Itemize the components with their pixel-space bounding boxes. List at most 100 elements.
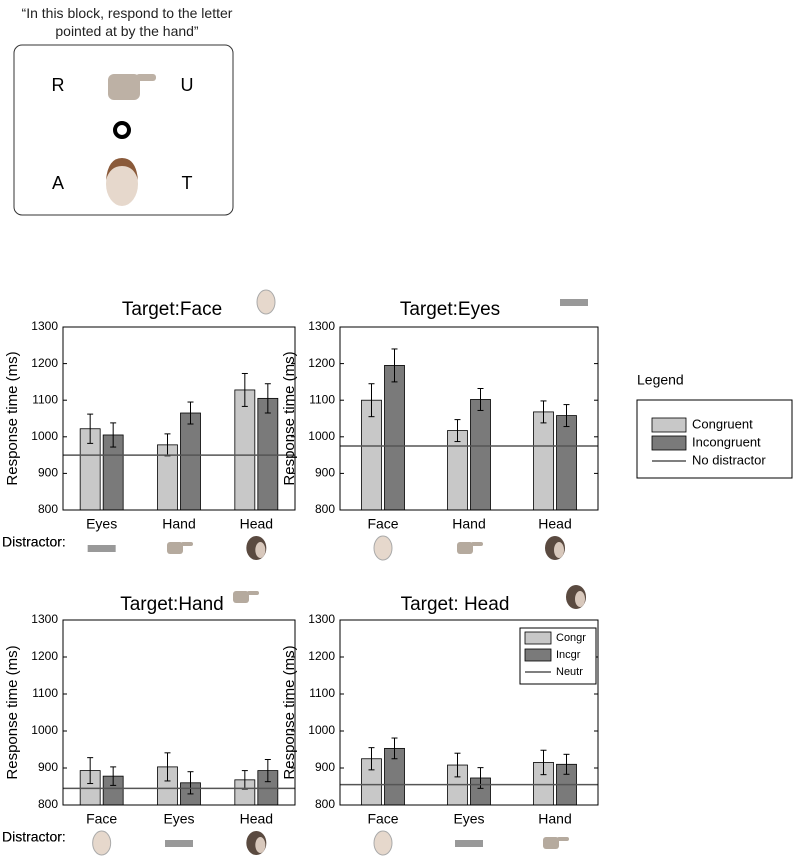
- bar: [257, 397, 279, 511]
- x-tick-label: Head: [240, 811, 273, 827]
- eyes-icon: [560, 299, 588, 306]
- instruction: “In this block, respond to the letter po…: [21, 5, 233, 39]
- icon: [566, 585, 586, 609]
- x-tick-label: Hand: [452, 516, 485, 532]
- icon: [246, 831, 267, 855]
- head-icon: [255, 837, 266, 853]
- face-icon: [92, 830, 112, 856]
- y-tick-label: 1200: [308, 356, 335, 370]
- plot-frame: [62, 619, 296, 806]
- x-axis-label: Distractor:: [2, 534, 66, 550]
- error-bar: [563, 404, 570, 428]
- error-bar: [477, 387, 484, 411]
- y-tick-label: 800: [315, 797, 335, 811]
- y-axis-label: Response time (ms): [281, 351, 298, 485]
- hand-icon: [557, 837, 569, 841]
- icon: [256, 289, 276, 315]
- icon: [165, 840, 193, 847]
- icon: [455, 840, 483, 847]
- icon: [92, 830, 112, 856]
- letter: R: [52, 75, 65, 95]
- y-tick-label: 900: [315, 760, 335, 774]
- y-tick-label: 1200: [31, 356, 58, 370]
- hand-icon: [233, 591, 249, 603]
- error-bar: [187, 401, 194, 425]
- error-bar: [391, 348, 398, 383]
- icon: [373, 535, 393, 561]
- error-bar: [264, 383, 271, 414]
- error-bar: [110, 422, 117, 448]
- head-icon: [575, 591, 585, 607]
- letter: T: [182, 173, 193, 193]
- bar: [180, 412, 201, 511]
- plot-frame: [339, 619, 599, 806]
- bar: [384, 365, 405, 511]
- face-icon: [373, 830, 393, 856]
- error-bar: [87, 413, 94, 444]
- bar: [533, 411, 554, 511]
- error-bar: [187, 771, 194, 795]
- chart-title: Target:Face: [122, 299, 222, 320]
- y-tick-label: 1100: [32, 392, 58, 406]
- error-bar: [264, 758, 271, 783]
- error-bar: [540, 749, 547, 776]
- face-icon: [256, 289, 276, 315]
- face-icon: [373, 535, 393, 561]
- legend-label: Congruent: [692, 416, 753, 431]
- y-tick-label: 900: [38, 466, 58, 480]
- y-tick-label: 1200: [308, 649, 335, 663]
- hand-icon: [471, 542, 483, 546]
- y-tick-label: 800: [38, 797, 58, 811]
- y-tick-label: 1300: [308, 612, 335, 626]
- legend-label: Congr: [556, 632, 586, 644]
- letter: U: [181, 75, 194, 95]
- y-tick-label: 800: [38, 502, 58, 516]
- y-tick-label: 1000: [308, 429, 335, 443]
- y-tick-label: 1300: [308, 319, 335, 333]
- hand-icon: [247, 591, 259, 595]
- error-bar: [368, 383, 375, 418]
- y-tick-label: 900: [315, 466, 335, 480]
- fixation: [113, 121, 131, 139]
- head-icon: [554, 542, 564, 558]
- legend-title: Legend: [637, 372, 684, 388]
- plot-frame: [339, 326, 599, 511]
- error-bar: [87, 757, 94, 785]
- y-tick-label: 1100: [309, 686, 335, 700]
- icon: [545, 536, 565, 560]
- legend-swatch: [524, 631, 552, 645]
- x-tick-label: Face: [86, 811, 117, 827]
- icon: [246, 536, 267, 560]
- icon: [373, 830, 393, 856]
- x-tick-label: Face: [367, 811, 398, 827]
- y-tick-label: 900: [38, 760, 58, 774]
- legend-label: No distractor: [692, 452, 766, 467]
- error-bar: [563, 753, 570, 775]
- y-tick-label: 1100: [32, 686, 58, 700]
- hand-icon: [543, 837, 559, 849]
- hand-icon: [181, 542, 193, 546]
- x-tick-label: Head: [240, 516, 273, 532]
- x-tick-label: Eyes: [453, 811, 484, 827]
- icon: [87, 545, 116, 552]
- hand-icon: [108, 74, 156, 100]
- y-axis-label: Response time (ms): [4, 645, 21, 779]
- error-bar: [241, 372, 248, 407]
- chart-title: Target:Eyes: [400, 299, 500, 320]
- error-bar: [454, 752, 461, 778]
- eyes-icon: [455, 840, 483, 847]
- head-icon: [255, 542, 266, 558]
- y-tick-label: 1200: [31, 649, 58, 663]
- error-bar: [454, 419, 461, 443]
- y-axis-label: Response time (ms): [281, 645, 298, 779]
- x-axis-label: Distractor:: [2, 534, 66, 550]
- error-bar: [540, 400, 547, 424]
- bar: [234, 389, 256, 511]
- chart-title: Target:Hand: [120, 594, 224, 615]
- y-tick-label: 1000: [31, 723, 58, 737]
- y-tick-label: 800: [315, 502, 335, 516]
- x-tick-label: Eyes: [163, 811, 194, 827]
- legend-label: Incongruent: [692, 434, 761, 449]
